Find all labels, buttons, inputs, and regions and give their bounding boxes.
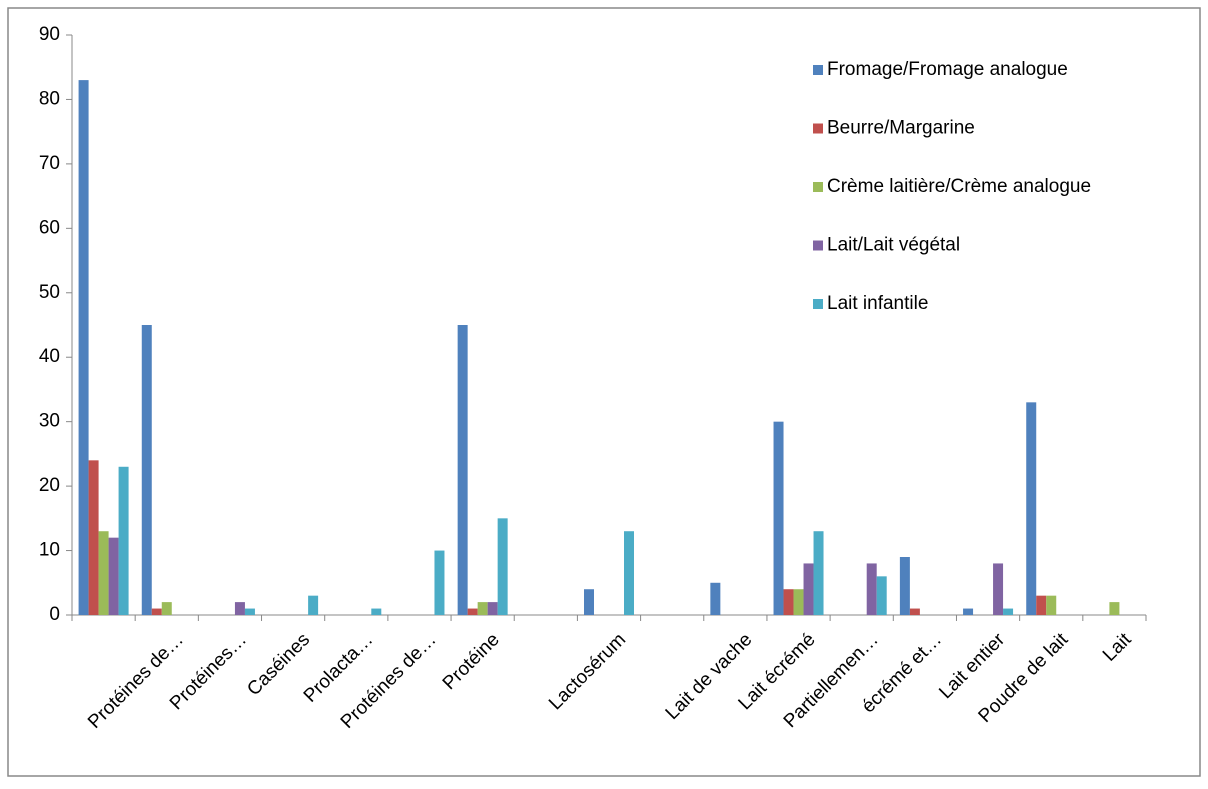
y-tick-label: 70 — [39, 153, 60, 174]
legend-label: Crème laitière/Crème analogue — [827, 176, 1091, 197]
bar — [151, 608, 162, 615]
legend-swatch — [813, 240, 823, 251]
y-tick-label: 60 — [39, 217, 60, 238]
legend-label: Beurre/Margarine — [827, 118, 975, 139]
y-tick-label: 50 — [39, 282, 60, 303]
bar — [773, 421, 784, 615]
bar — [161, 602, 172, 615]
bar — [371, 608, 382, 615]
bar — [963, 608, 974, 615]
legend-swatch — [813, 182, 823, 192]
bar — [803, 563, 814, 615]
bar — [457, 325, 468, 615]
y-tick-label: 20 — [39, 475, 60, 496]
bar — [1109, 602, 1120, 615]
legend-swatch — [813, 123, 823, 134]
legend-swatch — [813, 299, 823, 309]
bar — [1046, 595, 1057, 615]
bar — [813, 531, 824, 615]
bar — [78, 80, 89, 616]
bar — [108, 537, 119, 615]
y-tick-label: 80 — [39, 88, 60, 109]
bar — [98, 531, 109, 615]
bar — [899, 557, 910, 615]
legend-swatch — [813, 65, 823, 75]
bar — [141, 325, 152, 615]
y-tick-label: 0 — [49, 604, 60, 625]
bar — [497, 518, 508, 615]
bar — [993, 563, 1004, 615]
bar — [244, 608, 255, 615]
bar — [487, 602, 498, 615]
legend-label: Lait/Lait végétal — [827, 235, 960, 256]
y-tick-label: 10 — [39, 540, 60, 561]
y-tick-label: 30 — [39, 411, 60, 432]
bar — [793, 589, 804, 615]
bar — [1003, 608, 1014, 615]
bar — [866, 563, 877, 615]
bar — [477, 602, 488, 615]
y-tick-label: 40 — [39, 346, 60, 367]
bar — [88, 460, 99, 615]
bar — [783, 589, 794, 615]
legend-label: Fromage/Fromage analogue — [827, 59, 1068, 80]
bar — [234, 602, 245, 615]
bar — [584, 589, 594, 615]
bar — [909, 608, 920, 615]
y-tick-label: 90 — [39, 24, 60, 45]
chart-border — [7, 7, 1201, 777]
bar — [710, 582, 721, 615]
bar — [624, 531, 634, 615]
bar — [467, 608, 478, 615]
legend-label: Lait infantile — [827, 293, 928, 314]
bar — [1036, 595, 1047, 615]
bar — [118, 466, 129, 615]
bar — [308, 595, 319, 615]
bar — [1026, 402, 1037, 615]
bar — [876, 576, 887, 615]
bar — [434, 550, 445, 615]
